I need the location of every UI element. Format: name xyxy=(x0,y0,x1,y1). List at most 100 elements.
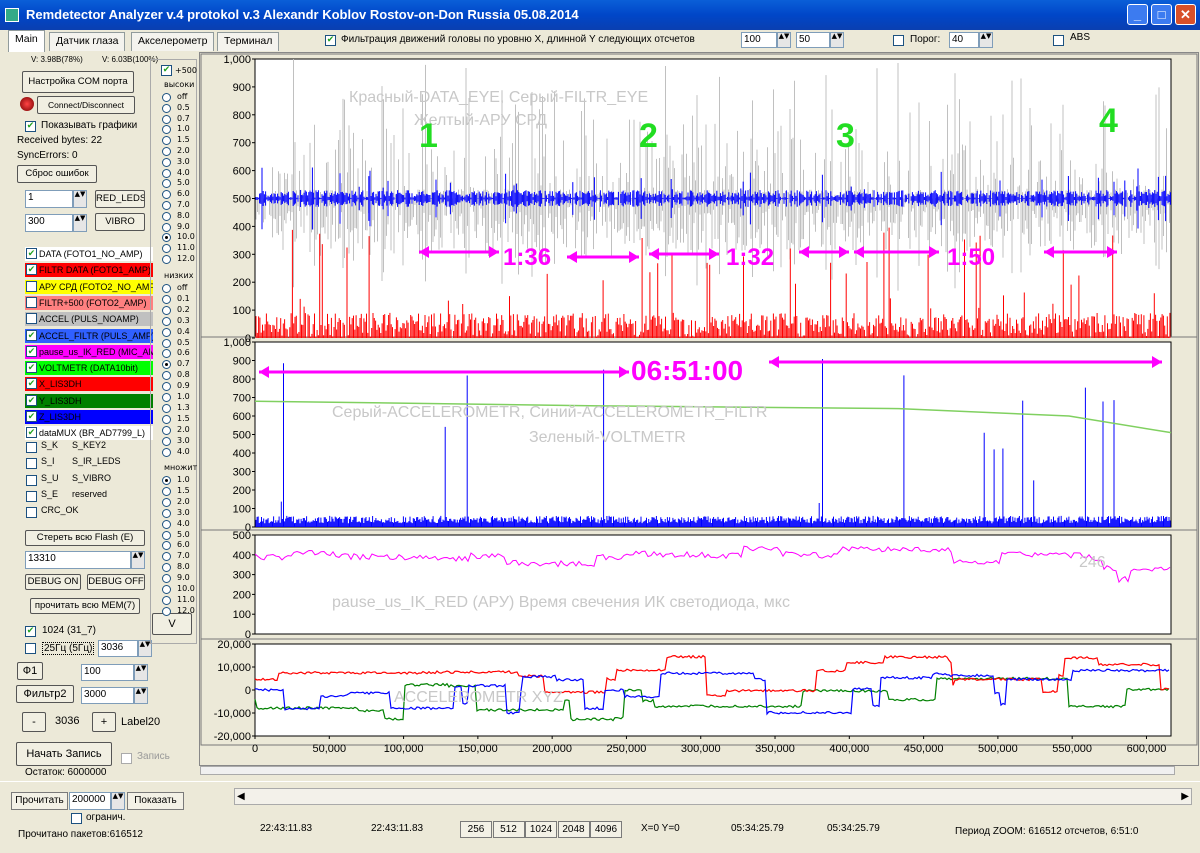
zoom-512-button[interactable]: 512 xyxy=(492,821,525,838)
mult-radio[interactable] xyxy=(162,486,171,496)
high-radio[interactable] xyxy=(162,147,171,156)
mult-radio[interactable] xyxy=(162,606,171,616)
high-radio[interactable] xyxy=(162,125,171,135)
channel-8[interactable]: ✔ X_LIS3DH xyxy=(25,377,153,392)
limit-checkbox[interactable] xyxy=(71,813,82,824)
erase-flash-button[interactable]: Стереть всю Flash (E) xyxy=(25,530,145,546)
channel-3[interactable]: FILTR+500 (FOTO2_AMP) xyxy=(25,295,153,310)
high-radio[interactable] xyxy=(162,168,171,178)
filter-x-spinner[interactable]: ▲▼ xyxy=(777,32,791,48)
mult-radio[interactable] xyxy=(162,519,171,529)
channel-checkbox[interactable]: ✔ xyxy=(26,427,37,439)
extra-checkbox[interactable] xyxy=(26,490,37,502)
channel-10[interactable]: ✔ Z_LIS3DH xyxy=(25,410,153,424)
flash-value-input[interactable]: 13310 xyxy=(25,551,131,569)
channel-7[interactable]: ✔ VOLTMETR (DATA10bit) xyxy=(25,361,153,376)
debug-on-button[interactable]: DEBUG ON xyxy=(25,574,81,590)
mult-radio[interactable] xyxy=(162,585,171,594)
flash-value-spinner[interactable]: ▲▼ xyxy=(131,551,145,569)
high-radio[interactable] xyxy=(162,179,171,189)
channel-2[interactable]: АРУ СРД (FOTO2_NO_AMP) xyxy=(25,279,153,294)
f1-value-spinner[interactable]: ▲▼ xyxy=(134,664,148,681)
show-button[interactable]: Показать xyxy=(127,792,184,810)
channel-checkbox[interactable]: ✔ xyxy=(26,264,37,276)
record-checkbox[interactable] xyxy=(121,753,132,764)
high-radio[interactable] xyxy=(162,93,171,102)
scroll-left-icon[interactable]: ◀ xyxy=(237,791,245,802)
high-radio[interactable] xyxy=(162,114,171,124)
low-radio[interactable] xyxy=(162,371,171,381)
zoom-256-button[interactable]: 256 xyxy=(460,821,492,838)
channel-checkbox[interactable]: ✔ xyxy=(26,329,37,341)
tab-terminal[interactable]: Терминал xyxy=(217,32,280,51)
v-button[interactable]: V xyxy=(152,613,192,635)
read-button[interactable]: Прочитать xyxy=(11,792,68,810)
plus500-checkbox[interactable]: ✔ xyxy=(161,65,172,76)
channel-checkbox[interactable] xyxy=(26,296,37,308)
low-radio[interactable] xyxy=(162,349,171,359)
extra-checkbox[interactable] xyxy=(26,442,37,453)
cb-1024-checkbox[interactable]: ✔ xyxy=(25,626,36,637)
high-radio[interactable] xyxy=(162,136,171,146)
high-radio[interactable] xyxy=(162,222,171,232)
threshold-spinner[interactable]: ▲▼ xyxy=(979,32,993,48)
connect-disconnect-button[interactable]: Connect/Disconnect xyxy=(37,96,135,114)
tab-accelerometer[interactable]: Акселерометр xyxy=(131,32,215,51)
low-radio[interactable] xyxy=(162,284,171,293)
mult-radio[interactable] xyxy=(162,530,171,540)
horizontal-scrollbar[interactable]: ◀ ▶ xyxy=(234,788,1192,805)
show-graphs-checkbox[interactable]: ✔ xyxy=(25,121,36,132)
channel-checkbox[interactable]: ✔ xyxy=(26,362,37,374)
minus-button[interactable]: - xyxy=(22,712,46,732)
extra-checkbox[interactable] xyxy=(26,458,37,470)
high-radio[interactable] xyxy=(162,201,171,210)
filter-y-spinner[interactable]: ▲▼ xyxy=(830,32,844,48)
mult-radio[interactable] xyxy=(162,563,171,573)
high-radio[interactable] xyxy=(162,211,171,221)
mult-radio[interactable] xyxy=(162,497,171,507)
zoom-1024-button[interactable]: 1024 xyxy=(525,821,557,838)
abs-checkbox[interactable] xyxy=(1053,35,1064,46)
filter-x-input[interactable]: 100 xyxy=(741,32,777,48)
low-radio[interactable] xyxy=(162,382,171,392)
low-radio[interactable] xyxy=(162,425,171,435)
channel-checkbox[interactable]: ✔ xyxy=(26,394,37,406)
zoom-2048-button[interactable]: 2048 xyxy=(557,821,590,838)
channel-6[interactable]: ✔ pause_us_IK_RED (MIC_AMP) xyxy=(25,344,153,359)
extra-checkbox[interactable] xyxy=(26,474,37,486)
plus-button[interactable]: + xyxy=(92,712,116,732)
channel-4[interactable]: ACCEL (PULS_NOAMP) xyxy=(25,312,153,327)
low-radio[interactable] xyxy=(162,436,171,446)
channel-checkbox[interactable]: ✔ xyxy=(26,411,37,422)
mult-radio[interactable] xyxy=(162,574,171,584)
f1-button[interactable]: Ф1 xyxy=(17,662,43,680)
high-radio[interactable] xyxy=(162,244,171,254)
high-radio[interactable] xyxy=(162,103,171,113)
high-radio[interactable] xyxy=(162,233,171,243)
high-radio[interactable] xyxy=(162,157,171,167)
maximize-button[interactable]: □ xyxy=(1151,4,1172,25)
low-radio[interactable] xyxy=(162,447,171,457)
channel-checkbox[interactable]: ✔ xyxy=(26,248,37,259)
mult-radio[interactable] xyxy=(162,476,171,485)
channel-checkbox[interactable]: ✔ xyxy=(26,345,37,357)
low-radio[interactable] xyxy=(162,393,171,402)
mult-radio[interactable] xyxy=(162,552,171,562)
start-recording-button[interactable]: Начать Запись xyxy=(16,742,112,766)
tab-eye-sensor[interactable]: Датчик глаза xyxy=(49,32,126,51)
extra-checkbox[interactable] xyxy=(26,507,37,519)
mult-radio[interactable] xyxy=(162,508,171,518)
filter2-value-input[interactable]: 3000 xyxy=(81,687,134,704)
filter-y-input[interactable]: 50 xyxy=(796,32,830,48)
spin2-spinner[interactable]: ▲▼ xyxy=(73,214,87,232)
val3036-spinner[interactable]: ▲▼ xyxy=(138,640,152,657)
low-radio[interactable] xyxy=(162,414,171,424)
spin1-input[interactable]: 1 xyxy=(25,190,73,208)
low-radio[interactable] xyxy=(162,327,171,337)
channel-0[interactable]: ✔ DATA (FOTO1_NO_AMP) xyxy=(25,247,153,261)
threshold-checkbox[interactable] xyxy=(893,35,904,46)
channel-checkbox[interactable] xyxy=(26,280,37,292)
channel-checkbox[interactable] xyxy=(26,313,37,325)
low-radio[interactable] xyxy=(162,403,171,413)
high-radio[interactable] xyxy=(162,255,171,264)
